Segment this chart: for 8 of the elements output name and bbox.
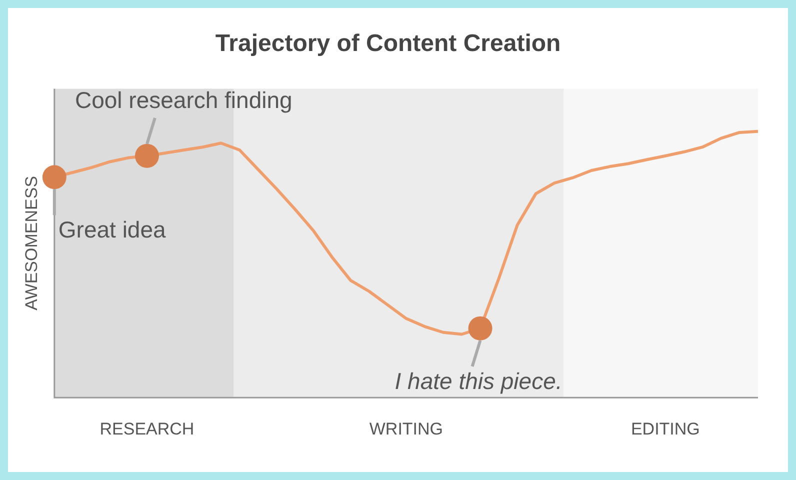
annotation: I hate this piece. (394, 368, 562, 394)
chart-title: Trajectory of Content Creation (215, 30, 561, 58)
y-axis-title: AWESOMENESS (22, 176, 41, 310)
x-tick-label: RESEARCH (100, 419, 194, 438)
x-tick-label: WRITING (369, 419, 444, 438)
annotation: Great idea (58, 216, 166, 243)
x-tick-label: EDITING (630, 419, 700, 438)
annotation: Cool research finding (74, 87, 292, 114)
